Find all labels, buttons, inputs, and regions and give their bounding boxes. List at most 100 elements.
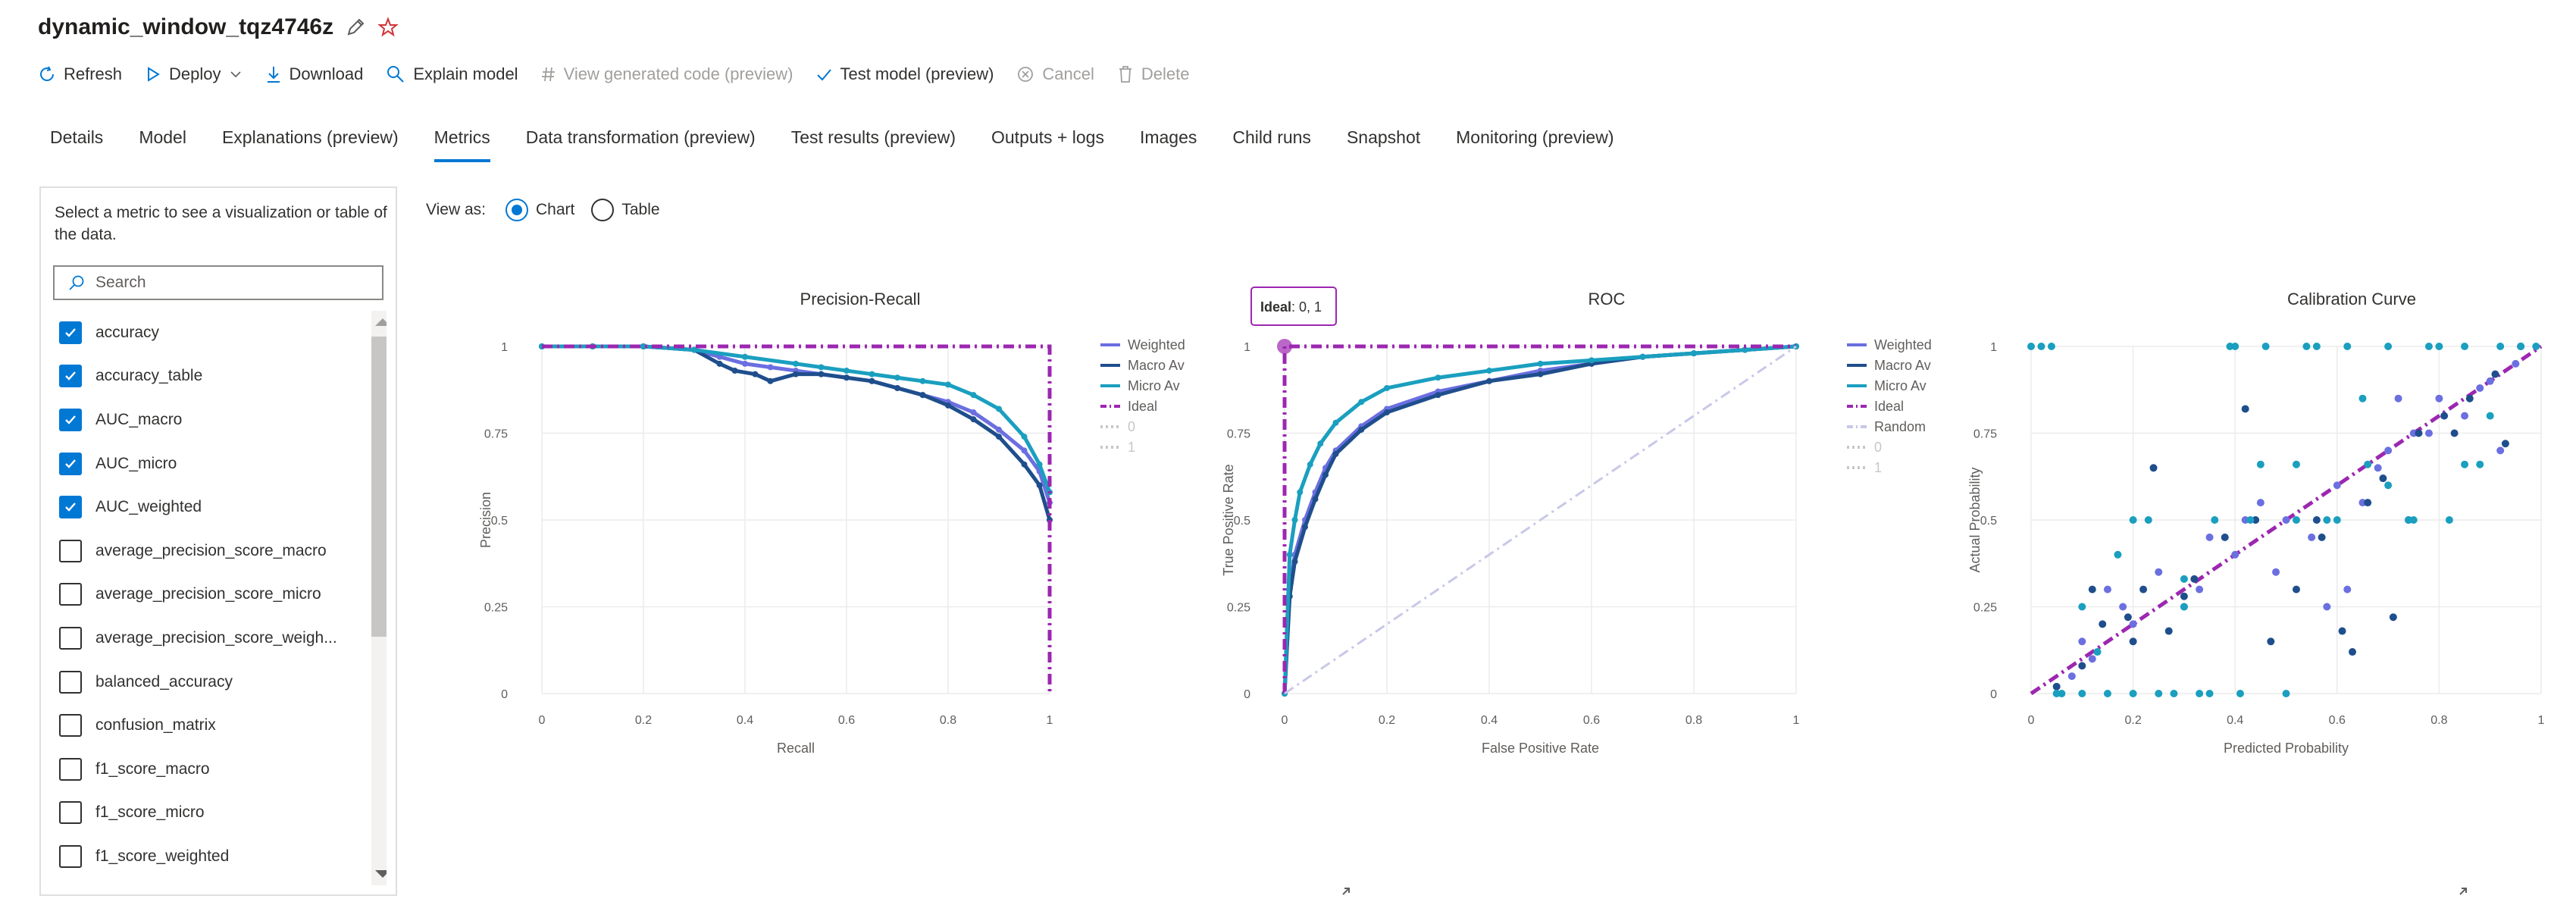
scatter-point[interactable]	[2052, 682, 2061, 691]
series-point[interactable]	[945, 402, 951, 409]
scatter-point[interactable]	[2099, 620, 2107, 628]
scatter-point[interactable]	[2272, 568, 2280, 576]
scatter-point[interactable]	[2282, 690, 2290, 697]
scatter-point[interactable]	[2292, 516, 2300, 524]
series-point[interactable]	[1036, 461, 1043, 468]
download-button[interactable]: Download	[265, 64, 363, 84]
series-point[interactable]	[894, 384, 900, 391]
series-point[interactable]	[1322, 471, 1329, 478]
legend-label[interactable]: Macro Av	[1128, 358, 1185, 373]
series-point[interactable]	[1537, 368, 1544, 374]
series-point[interactable]	[1742, 346, 1748, 353]
series-line[interactable]	[542, 344, 1052, 493]
series-point[interactable]	[1639, 353, 1646, 360]
scatter-point[interactable]	[2476, 460, 2484, 468]
series-point[interactable]	[539, 343, 545, 349]
legend-label[interactable]: 0	[1874, 440, 1882, 455]
scatter-point[interactable]	[2241, 516, 2249, 524]
metric-list-item[interactable]: average_precision_score_macro	[53, 529, 387, 573]
legend-label[interactable]: Weighted	[1874, 337, 1932, 352]
scatter-point[interactable]	[2405, 516, 2413, 524]
series-line[interactable]	[542, 344, 1052, 521]
series-point[interactable]	[1291, 558, 1298, 565]
scatter-point[interactable]	[2435, 343, 2443, 350]
series-point[interactable]	[1742, 346, 1748, 353]
delete-button[interactable]: Delete	[1117, 64, 1189, 84]
legend-label[interactable]: 1	[1874, 460, 1882, 475]
series-point[interactable]	[691, 346, 697, 353]
scatter-point[interactable]	[2450, 429, 2459, 437]
series-point[interactable]	[742, 360, 748, 367]
scatter-point[interactable]	[2058, 690, 2066, 697]
scatter-point[interactable]	[2078, 637, 2086, 646]
series-point[interactable]	[1291, 551, 1298, 558]
scatter-point[interactable]	[2343, 343, 2352, 350]
scatter-point[interactable]	[2052, 690, 2061, 697]
scatter-point[interactable]	[2292, 585, 2300, 594]
series-point[interactable]	[1639, 353, 1646, 360]
series-point[interactable]	[1317, 440, 1324, 447]
scrollbar-thumb[interactable]	[371, 337, 387, 637]
scatter-point[interactable]	[2124, 613, 2132, 622]
series-point[interactable]	[793, 368, 799, 374]
scatter-point[interactable]	[2267, 637, 2275, 646]
metric-list-item[interactable]: AUC_macro	[53, 398, 387, 442]
scatter-point[interactable]	[2205, 533, 2214, 541]
scatter-point[interactable]	[2211, 516, 2219, 524]
scatter-point[interactable]	[2358, 499, 2367, 507]
metric-list-item[interactable]: confusion_matrix	[53, 703, 387, 747]
metric-list-item[interactable]: accuracy	[53, 311, 387, 355]
series-point[interactable]	[539, 343, 545, 349]
series-point[interactable]	[869, 371, 875, 377]
scatter-point[interactable]	[2164, 627, 2173, 635]
metric-list-item[interactable]: average_precision_score_micro	[53, 573, 387, 617]
series-point[interactable]	[1588, 357, 1595, 364]
series-point[interactable]	[1282, 691, 1288, 697]
series-point[interactable]	[1435, 374, 1441, 381]
scatter-point[interactable]	[2384, 446, 2393, 455]
scatter-point[interactable]	[2512, 359, 2520, 368]
scroll-up-arrow-icon[interactable]	[375, 318, 387, 326]
series-point[interactable]	[1332, 450, 1339, 457]
series-point[interactable]	[1021, 461, 1028, 468]
series-point[interactable]	[919, 392, 926, 399]
series-point[interactable]	[1286, 593, 1293, 600]
tab-test-results[interactable]: Test results (preview)	[790, 127, 956, 147]
legend-label[interactable]: Macro Av	[1874, 358, 1931, 373]
scatter-point[interactable]	[2491, 370, 2499, 378]
scatter-point[interactable]	[2256, 460, 2265, 468]
tab-monitoring[interactable]: Monitoring (preview)	[1456, 127, 1614, 147]
series-point[interactable]	[1291, 517, 1298, 523]
chart-radio[interactable]	[505, 199, 528, 221]
scatter-point[interactable]	[2196, 690, 2204, 697]
scatter-point[interactable]	[2246, 516, 2255, 524]
series-point[interactable]	[1358, 399, 1365, 406]
series-point[interactable]	[1742, 346, 1748, 353]
series-point[interactable]	[731, 368, 738, 374]
series-point[interactable]	[818, 364, 825, 371]
series-point[interactable]	[945, 399, 951, 406]
scatter-point[interactable]	[2282, 516, 2290, 524]
table-radio-label[interactable]: Table	[621, 201, 660, 218]
series-point[interactable]	[1358, 423, 1365, 430]
metric-list-item[interactable]: balanced_accuracy	[53, 660, 387, 704]
scatter-point[interactable]	[2292, 460, 2300, 468]
scatter-point[interactable]	[2333, 516, 2341, 524]
view-generated-code-button[interactable]: View generated code (preview)	[541, 64, 793, 84]
series-point[interactable]	[1286, 551, 1293, 558]
series-point[interactable]	[1021, 447, 1028, 454]
scatter-point[interactable]	[2221, 533, 2229, 541]
scatter-point[interactable]	[2103, 690, 2111, 697]
expand-icon[interactable]	[1342, 888, 1350, 895]
legend-label[interactable]: Random	[1874, 419, 1926, 434]
metric-list-item[interactable]: f1_score_micro	[53, 791, 387, 835]
scatter-point[interactable]	[2333, 481, 2341, 490]
series-point[interactable]	[1384, 384, 1390, 391]
series-point[interactable]	[1384, 409, 1390, 416]
scatter-point[interactable]	[2067, 672, 2076, 681]
scatter-point[interactable]	[2180, 575, 2188, 583]
series-point[interactable]	[996, 426, 1002, 433]
series-point[interactable]	[539, 343, 545, 349]
scatter-point[interactable]	[2241, 405, 2249, 413]
scatter-point[interactable]	[2409, 516, 2418, 524]
